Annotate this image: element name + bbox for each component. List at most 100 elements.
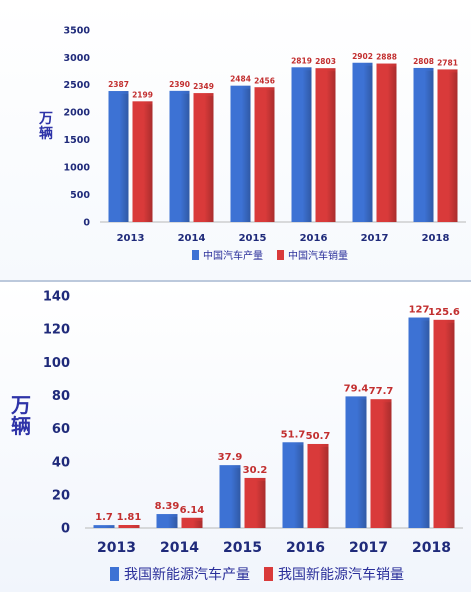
car-data-label-production: 2808 xyxy=(413,57,434,66)
car-bar-top-production xyxy=(352,62,373,66)
car-bar-production xyxy=(413,67,434,222)
legend-label-nev-sales: 我国新能源汽车销量 xyxy=(278,567,404,583)
car-x-tick-label: 2016 xyxy=(300,233,328,244)
legend-item-nev-sales: 我国新能源汽车销量 xyxy=(264,564,404,584)
nev-data-label-production: 1.7 xyxy=(95,512,113,523)
car-x-tick-label: 2018 xyxy=(422,233,450,244)
nev-data-label-sales: 125.6 xyxy=(428,307,460,318)
nev-bar-top-sales xyxy=(244,477,266,481)
nev-chart-svg: 0 20 40 60 80 100 120 140 1.7 1.81 2013 8.39 6.14 201… xyxy=(43,290,463,556)
car-y-tick-label: 3000 xyxy=(64,53,91,64)
nev-bar-top-production xyxy=(156,514,178,518)
nev-bar-top-sales xyxy=(307,443,329,447)
nev-bar-top-production xyxy=(282,442,304,446)
car-y-tick-label: 2500 xyxy=(64,80,91,91)
car-bar-sales xyxy=(437,69,458,222)
car-x-tick-label: 2015 xyxy=(239,233,267,244)
legend-swatch-production xyxy=(192,249,199,260)
nev-x-tick-label: 2018 xyxy=(412,540,451,556)
car-data-label-sales: 2456 xyxy=(254,76,275,85)
car-y-tick-label: 1500 xyxy=(64,135,91,146)
nev-bar-top-production xyxy=(345,396,367,400)
legend-item-car-production: 中国汽车产量 xyxy=(192,247,263,262)
car-bar-production xyxy=(352,62,373,223)
nev-data-label-sales: 50.7 xyxy=(306,431,331,442)
car-bar-top-production xyxy=(291,67,312,71)
nev-bar-production xyxy=(156,514,178,528)
car-bar-top-production xyxy=(169,90,190,94)
car-bar-sales xyxy=(193,93,214,223)
nev-data-label-production: 37.9 xyxy=(218,452,243,463)
car-x-tick-label: 2014 xyxy=(178,233,206,244)
car-data-label-production: 2390 xyxy=(169,80,190,89)
legend-item-nev-production: 我国新能源汽车产量 xyxy=(110,564,250,584)
car-bar-top-production xyxy=(108,91,129,95)
car-bar-sales xyxy=(132,101,153,222)
car-x-tick-label: 2013 xyxy=(117,233,145,244)
nev-data-label-sales: 77.7 xyxy=(369,386,394,397)
nev-bar-top-production xyxy=(93,525,115,528)
nev-y-tick-label: 0 xyxy=(61,522,70,537)
nev-data-label-production: 127 xyxy=(409,305,430,316)
nev-data-label-production: 51.7 xyxy=(281,429,306,440)
car-bar-production xyxy=(108,91,129,222)
nev-bar-top-sales xyxy=(118,525,140,528)
nev-data-label-production: 79.4 xyxy=(344,383,369,394)
nev-y-tick-label: 80 xyxy=(52,389,70,404)
car-data-label-sales: 2349 xyxy=(193,82,214,91)
legend-swatch-nev-sales xyxy=(264,567,273,581)
car-data-label-sales: 2199 xyxy=(132,90,153,99)
car-chart-y-axis-title: 万辆 xyxy=(39,111,53,142)
nev-bar-sales xyxy=(181,517,203,528)
legend-swatch-sales xyxy=(277,249,284,260)
nev-x-tick-label: 2015 xyxy=(223,540,262,556)
car-bar-production xyxy=(230,85,251,222)
nev-data-label-sales: 6.14 xyxy=(180,505,205,516)
nev-x-tick-label: 2016 xyxy=(286,540,325,556)
car-bar-production xyxy=(291,67,312,222)
car-bar-top-sales xyxy=(376,63,397,67)
nev-y-tick-label: 120 xyxy=(43,323,70,338)
nev-data-label-sales: 30.2 xyxy=(243,465,268,476)
nev-bar-top-sales xyxy=(181,517,203,521)
nev-y-tick-label: 20 xyxy=(52,488,70,503)
nev-data-label-sales: 1.81 xyxy=(117,512,142,523)
nev-bar-production xyxy=(408,317,430,528)
legend-label-car-production: 中国汽车产量 xyxy=(203,251,263,262)
car-bar-top-production xyxy=(413,67,434,71)
car-data-label-production: 2819 xyxy=(291,56,312,65)
legend-label-nev-production: 我国新能源汽车产量 xyxy=(124,567,250,583)
car-y-tick-label: 500 xyxy=(70,190,90,201)
car-data-label-sales: 2781 xyxy=(437,58,458,67)
car-output-sales-chart: 0 500 1000 1500 2000 2500 3000 3500 2387 2199 2013… xyxy=(0,0,471,282)
nev-chart-y-axis-title: 万辆 xyxy=(11,393,31,438)
nev-bar-top-production xyxy=(219,465,241,469)
car-y-tick-label: 1000 xyxy=(64,162,91,173)
car-bar-sales xyxy=(254,87,275,222)
nev-bar-production xyxy=(219,465,241,528)
car-chart-legend: 中国汽车产量 中国汽车销量 xyxy=(192,247,348,262)
car-y-tick-label: 2000 xyxy=(64,108,91,119)
legend-label-car-sales: 中国汽车销量 xyxy=(288,251,348,262)
nev-bar-top-sales xyxy=(370,399,392,403)
nev-data-label-production: 8.39 xyxy=(155,501,180,512)
nev-output-sales-chart: 0 20 40 60 80 100 120 140 1.7 1.81 2013 8.39 6.14 201… xyxy=(0,282,471,592)
car-data-label-sales: 2803 xyxy=(315,57,336,66)
legend-swatch-nev-production xyxy=(110,567,119,581)
nev-x-tick-label: 2014 xyxy=(160,540,199,556)
car-bar-top-sales xyxy=(437,69,458,73)
nev-x-tick-label: 2017 xyxy=(349,540,388,556)
car-data-label-sales: 2888 xyxy=(376,53,397,62)
car-bar-production xyxy=(169,90,190,223)
car-bar-top-sales xyxy=(193,93,214,97)
nev-bar-top-production xyxy=(408,317,430,321)
car-data-label-production: 2484 xyxy=(230,75,251,84)
car-y-tick-label: 0 xyxy=(83,217,90,228)
nev-x-tick-label: 2013 xyxy=(97,540,136,556)
nev-bar-sales xyxy=(433,319,455,528)
nev-bar-production xyxy=(345,396,367,528)
car-bar-top-sales xyxy=(254,87,275,91)
nev-bar-sales xyxy=(307,443,329,528)
car-data-label-production: 2902 xyxy=(352,52,373,61)
